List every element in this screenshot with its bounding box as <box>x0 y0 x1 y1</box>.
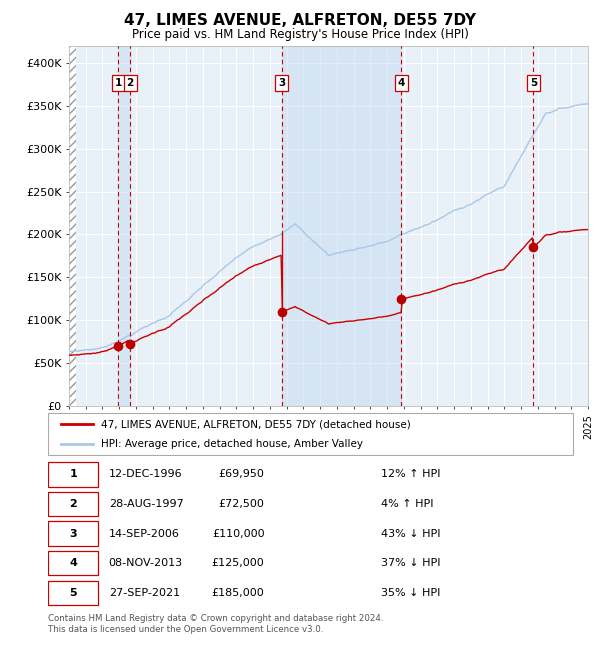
Text: 47, LIMES AVENUE, ALFRETON, DE55 7DY: 47, LIMES AVENUE, ALFRETON, DE55 7DY <box>124 13 476 28</box>
Text: 27-SEP-2021: 27-SEP-2021 <box>109 588 180 598</box>
Text: 43% ↓ HPI: 43% ↓ HPI <box>380 528 440 539</box>
Text: 12-DEC-1996: 12-DEC-1996 <box>109 469 182 479</box>
Text: 47, LIMES AVENUE, ALFRETON, DE55 7DY (detached house): 47, LIMES AVENUE, ALFRETON, DE55 7DY (de… <box>101 419 410 429</box>
Bar <box>118 46 130 406</box>
Text: Price paid vs. HM Land Registry's House Price Index (HPI): Price paid vs. HM Land Registry's House … <box>131 28 469 41</box>
Text: Contains HM Land Registry data © Crown copyright and database right 2024.
This d: Contains HM Land Registry data © Crown c… <box>48 614 383 634</box>
Text: £125,000: £125,000 <box>212 558 265 568</box>
FancyBboxPatch shape <box>48 462 98 486</box>
Text: £72,500: £72,500 <box>218 499 265 509</box>
Text: 3: 3 <box>69 528 77 539</box>
Text: 1: 1 <box>115 79 122 88</box>
Text: 4% ↑ HPI: 4% ↑ HPI <box>380 499 433 509</box>
Text: £110,000: £110,000 <box>212 528 265 539</box>
Bar <box>69 46 76 406</box>
Text: HPI: Average price, detached house, Amber Valley: HPI: Average price, detached house, Ambe… <box>101 439 363 449</box>
Text: 4: 4 <box>398 79 405 88</box>
Text: 5: 5 <box>530 79 537 88</box>
Text: £69,950: £69,950 <box>218 469 265 479</box>
Text: 28-AUG-1997: 28-AUG-1997 <box>109 499 184 509</box>
Text: 37% ↓ HPI: 37% ↓ HPI <box>380 558 440 568</box>
Text: 2: 2 <box>69 499 77 509</box>
Text: 5: 5 <box>69 588 77 598</box>
Text: 4: 4 <box>69 558 77 568</box>
Text: 3: 3 <box>278 79 286 88</box>
FancyBboxPatch shape <box>48 413 574 456</box>
Text: 2: 2 <box>127 79 134 88</box>
FancyBboxPatch shape <box>48 492 98 516</box>
Text: 12% ↑ HPI: 12% ↑ HPI <box>380 469 440 479</box>
FancyBboxPatch shape <box>48 551 98 575</box>
Text: 08-NOV-2013: 08-NOV-2013 <box>109 558 183 568</box>
Text: 14-SEP-2006: 14-SEP-2006 <box>109 528 179 539</box>
Bar <box>282 46 401 406</box>
FancyBboxPatch shape <box>48 521 98 546</box>
FancyBboxPatch shape <box>48 581 98 605</box>
Text: £185,000: £185,000 <box>212 588 265 598</box>
Text: 35% ↓ HPI: 35% ↓ HPI <box>380 588 440 598</box>
Text: 1: 1 <box>69 469 77 479</box>
